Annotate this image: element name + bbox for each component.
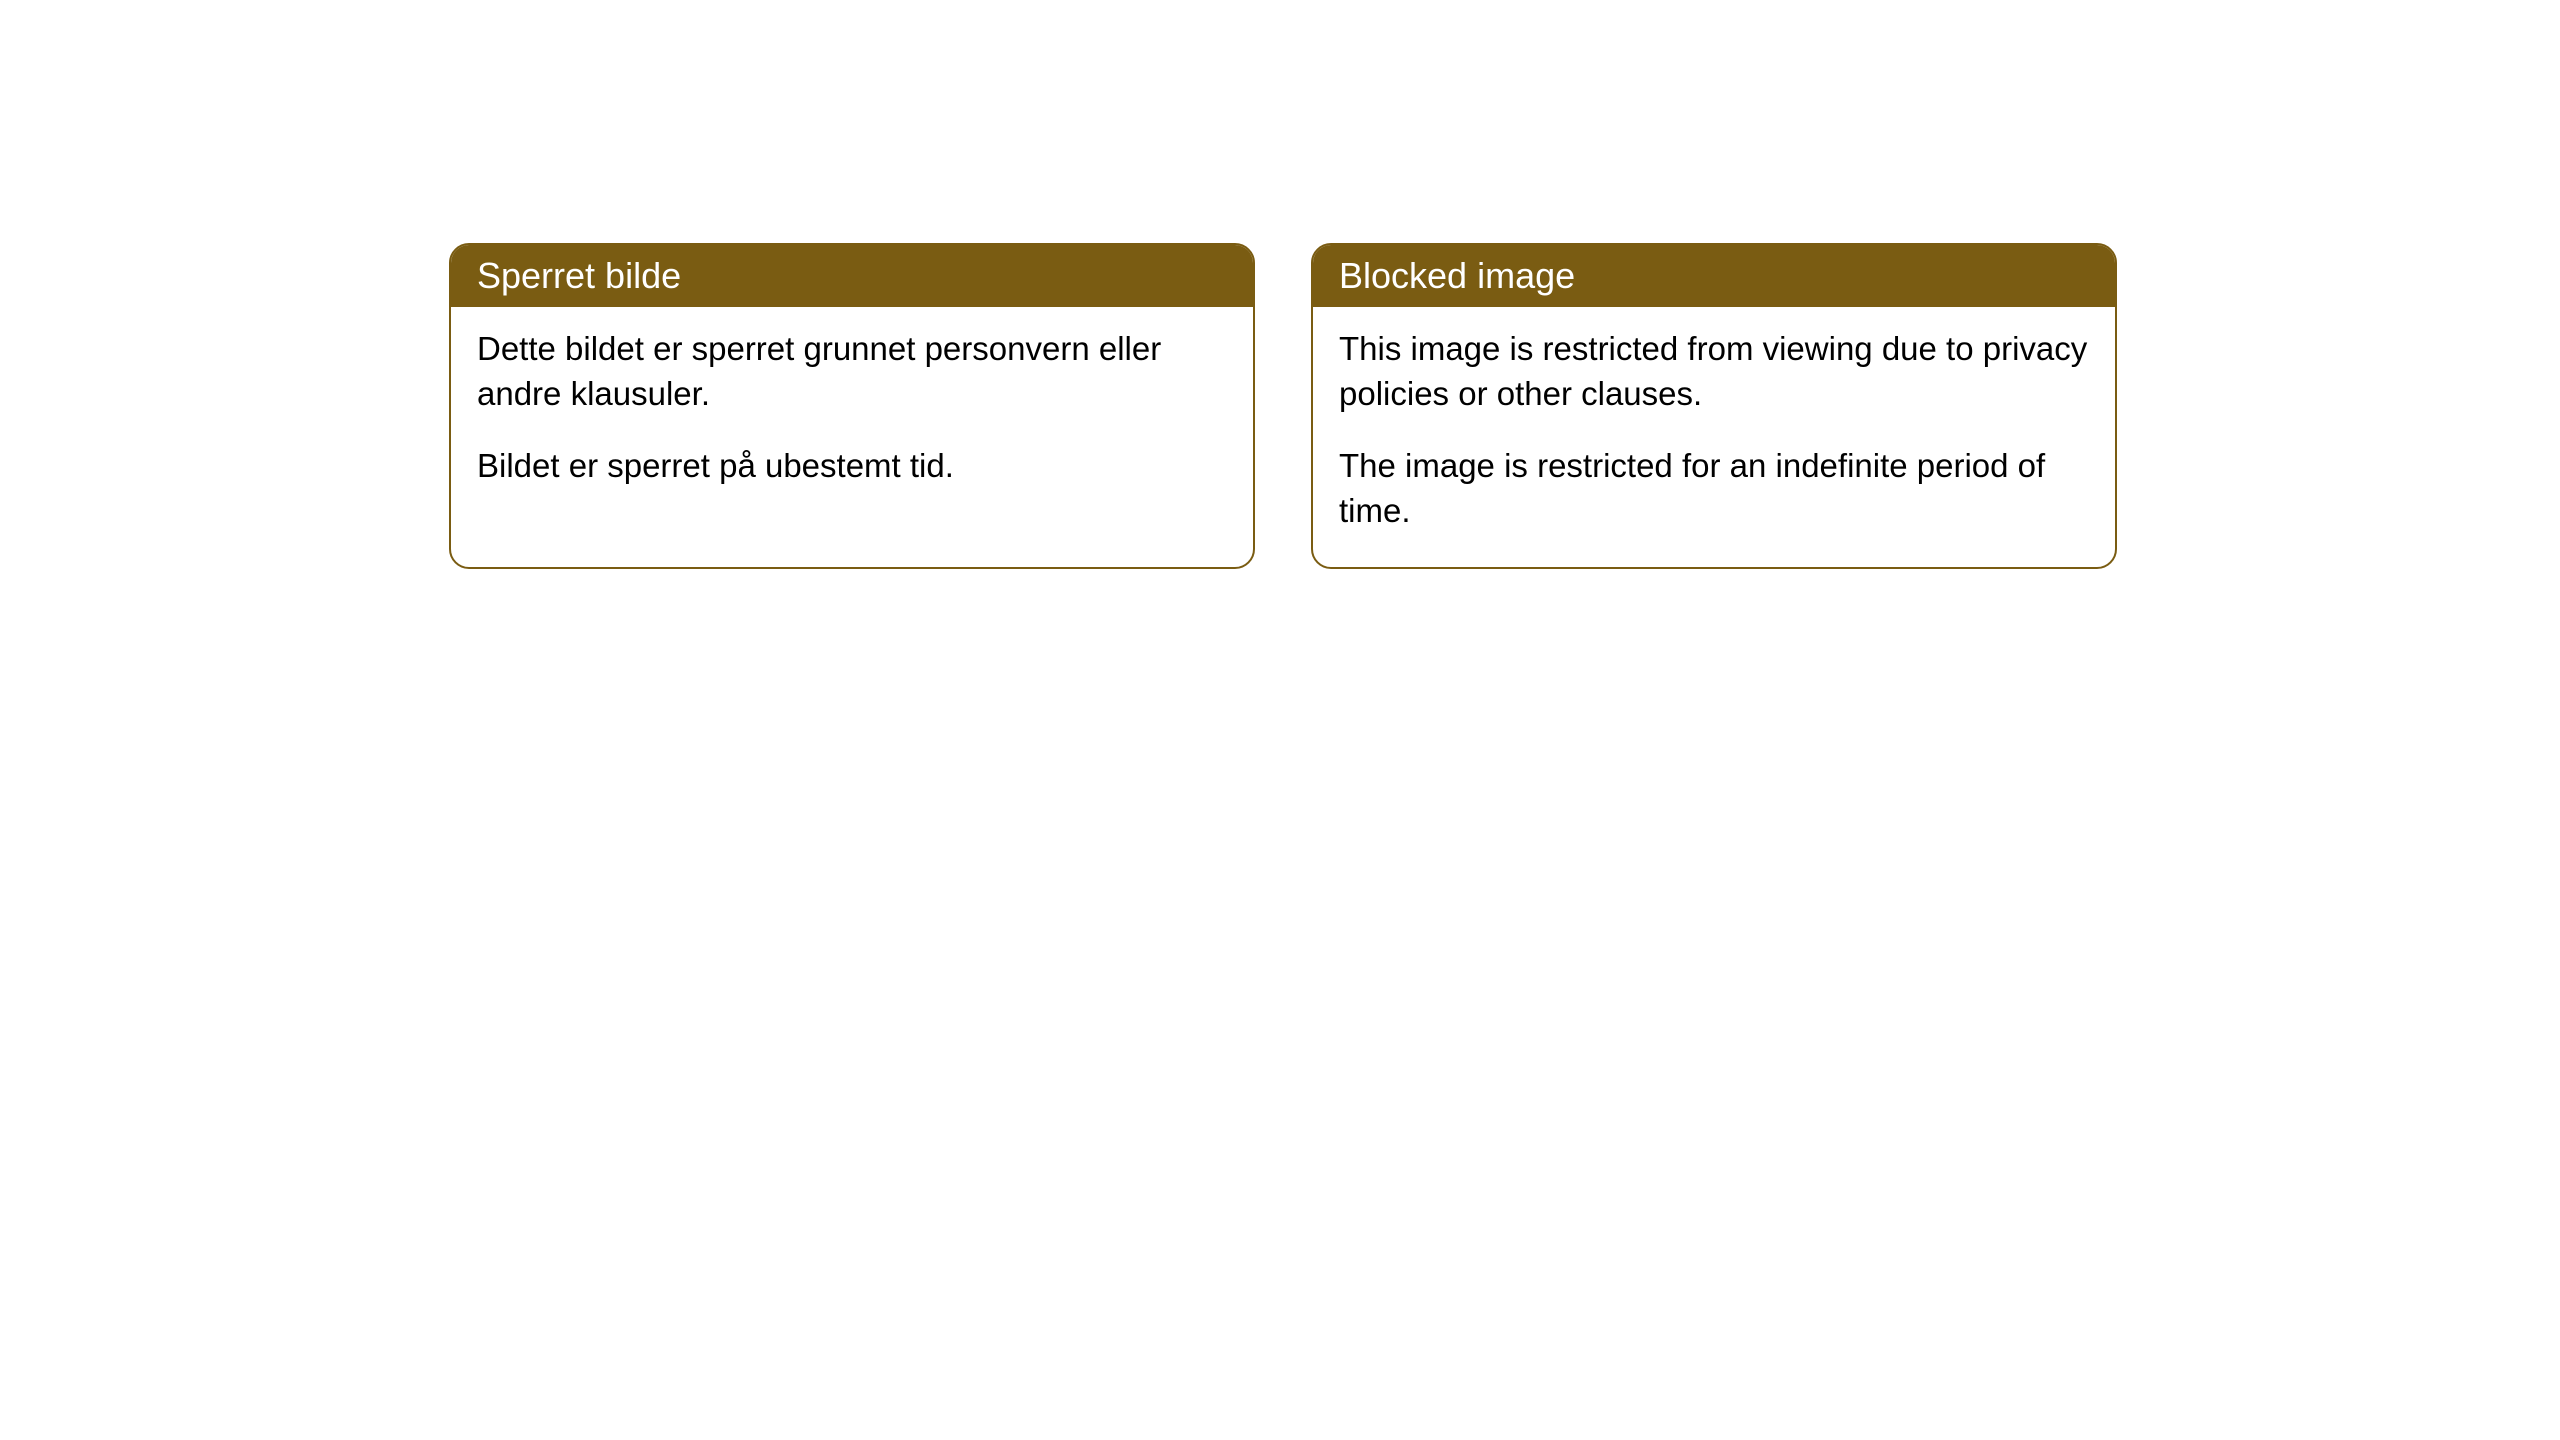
card-paragraph: This image is restricted from viewing du…	[1339, 327, 2089, 416]
notice-card-norwegian: Sperret bilde Dette bildet er sperret gr…	[449, 243, 1255, 569]
card-paragraph: The image is restricted for an indefinit…	[1339, 444, 2089, 533]
card-paragraph: Bildet er sperret på ubestemt tid.	[477, 444, 1227, 489]
card-header: Blocked image	[1313, 245, 2115, 307]
notice-container: Sperret bilde Dette bildet er sperret gr…	[449, 243, 2117, 569]
card-title: Blocked image	[1339, 255, 1575, 296]
card-title: Sperret bilde	[477, 255, 681, 296]
card-paragraph: Dette bildet er sperret grunnet personve…	[477, 327, 1227, 416]
card-header: Sperret bilde	[451, 245, 1253, 307]
card-body: Dette bildet er sperret grunnet personve…	[451, 307, 1253, 523]
notice-card-english: Blocked image This image is restricted f…	[1311, 243, 2117, 569]
card-body: This image is restricted from viewing du…	[1313, 307, 2115, 567]
